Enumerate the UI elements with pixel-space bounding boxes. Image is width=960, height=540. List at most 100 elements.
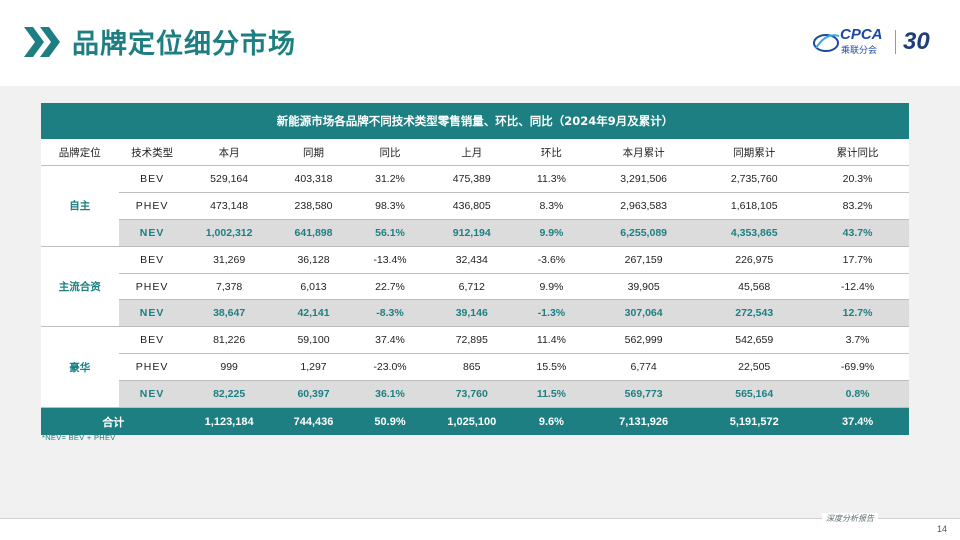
col-header: 品牌定位: [41, 139, 119, 166]
value-cell: 436,805: [425, 192, 518, 220]
col-header: 技术类型: [118, 139, 186, 166]
tech-type-cell: PHEV: [118, 353, 186, 382]
value-cell: 3.7%: [806, 326, 909, 355]
total-value-cell: 744,436: [272, 407, 355, 436]
value-cell: 1,618,105: [702, 192, 807, 220]
report-label: 深度分析报告: [822, 513, 878, 524]
total-value-cell: 5,191,572: [702, 407, 807, 436]
table-row: 豪华 BEV 81,226 59,100 37.4% 72,895 11.4% 562,999…: [41, 326, 909, 409]
value-cell: 2,963,583: [584, 192, 703, 220]
value-cell: 31,269: [185, 246, 273, 274]
tech-type-cell: PHEV: [118, 192, 186, 220]
value-cell: 45,568: [702, 273, 807, 301]
value-cell: 9.9%: [517, 273, 585, 301]
value-cell: 307,064: [584, 299, 703, 328]
logo-brand: CPCA: [840, 26, 883, 43]
total-value-cell: 9.6%: [517, 407, 585, 436]
value-cell: 39,146: [425, 299, 518, 328]
value-cell: 226,975: [702, 246, 807, 274]
table-row: NEV 82,225 60,397 36.1% 73,760 11.5% 569,773 56…: [41, 380, 909, 409]
value-cell: -8.3%: [354, 299, 426, 328]
value-cell: 12.7%: [806, 299, 909, 328]
col-header: 同期累计: [702, 139, 807, 166]
value-cell: -12.4%: [806, 273, 909, 301]
total-value-cell: 37.4%: [806, 407, 909, 436]
value-cell: 6,774: [584, 353, 703, 382]
tech-type-cell: NEV: [118, 299, 186, 328]
value-cell: -3.6%: [517, 246, 585, 274]
value-cell: 39,905: [584, 273, 703, 301]
value-cell: 999: [185, 353, 273, 382]
slide-header: 品牌定位细分市场 CPCA 乘联分会 30: [0, 0, 960, 86]
table-row: NEV 1,002,312 641,898 56.1% 912,194 9.9% 6,255…: [41, 219, 909, 247]
tech-type-cell: NEV: [118, 380, 186, 409]
page-number: 14: [937, 524, 948, 534]
tech-type-cell: BEV: [118, 246, 186, 274]
total-value-cell: 1,123,184: [185, 407, 273, 436]
value-cell: 4,353,865: [702, 219, 807, 247]
value-cell: 31.2%: [354, 165, 426, 193]
value-cell: 22.7%: [354, 273, 426, 301]
value-cell: 11.3%: [517, 165, 585, 193]
value-cell: 15.5%: [517, 353, 585, 382]
total-value-cell: 7,131,926: [584, 407, 703, 436]
value-cell: 72,895: [425, 326, 518, 355]
value-cell: 11.5%: [517, 380, 585, 409]
table-row: NEV 38,647 42,141 -8.3% 39,146 -1.3% 307,064 27…: [41, 299, 909, 328]
value-cell: 267,159: [584, 246, 703, 274]
content-area: 新能源市场各品牌不同技术类型零售销量、环比、同比（2024年9月及累计） 品牌定…: [0, 86, 960, 518]
value-cell: 3,291,506: [584, 165, 703, 193]
total-value-cell: 50.9%: [354, 407, 426, 436]
value-cell: 473,148: [185, 192, 273, 220]
value-cell: 38,647: [185, 299, 273, 328]
value-cell: 73,760: [425, 380, 518, 409]
table-caption-row: 新能源市场各品牌不同技术类型零售销量、环比、同比（2024年9月及累计）: [41, 103, 909, 139]
value-cell: 1,002,312: [185, 219, 273, 247]
value-cell: 81,226: [185, 326, 273, 355]
value-cell: 6,255,089: [584, 219, 703, 247]
table-header-row: 品牌定位 技术类型 本月 同期 同比 上月 环比 本月累计 同期累计 累计同比: [41, 139, 909, 166]
total-label: 合计: [41, 407, 186, 436]
value-cell: 36.1%: [354, 380, 426, 409]
tech-type-cell: PHEV: [118, 273, 186, 301]
table-row: PHEV 7,378 6,013 22.7% 6,712 9.9% 39,905 45,568…: [41, 273, 909, 301]
value-cell: 8.3%: [517, 192, 585, 220]
tech-type-cell: BEV: [118, 165, 186, 193]
col-header: 本月累计: [584, 139, 703, 166]
value-cell: 272,543: [702, 299, 807, 328]
value-cell: -69.9%: [806, 353, 909, 382]
value-cell: 6,712: [425, 273, 518, 301]
value-cell: 56.1%: [354, 219, 426, 247]
value-cell: -23.0%: [354, 353, 426, 382]
value-cell: 20.3%: [806, 165, 909, 193]
col-header: 环比: [517, 139, 585, 166]
bottom-divider: [0, 518, 960, 519]
total-value-cell: 1,025,100: [425, 407, 518, 436]
value-cell: 569,773: [584, 380, 703, 409]
value-cell: 641,898: [272, 219, 355, 247]
value-cell: 475,389: [425, 165, 518, 193]
value-cell: 17.7%: [806, 246, 909, 274]
value-cell: 912,194: [425, 219, 518, 247]
value-cell: 865: [425, 353, 518, 382]
value-cell: 2,735,760: [702, 165, 807, 193]
tech-type-cell: NEV: [118, 219, 186, 247]
value-cell: 98.3%: [354, 192, 426, 220]
value-cell: 36,128: [272, 246, 355, 274]
value-cell: 529,164: [185, 165, 273, 193]
value-cell: 6,013: [272, 273, 355, 301]
table-caption: 新能源市场各品牌不同技术类型零售销量、环比、同比（2024年9月及累计）: [41, 103, 909, 139]
col-header: 上月: [425, 139, 518, 166]
sales-table: 新能源市场各品牌不同技术类型零售销量、环比、同比（2024年9月及累计） 品牌定…: [41, 103, 909, 436]
value-cell: 83.2%: [806, 192, 909, 220]
value-cell: 238,580: [272, 192, 355, 220]
value-cell: 59,100: [272, 326, 355, 355]
value-cell: 9.9%: [517, 219, 585, 247]
brand-position-cell: 自主: [41, 165, 119, 247]
anniversary-mark: 30: [903, 28, 930, 55]
logo-sub: 乘联分会: [841, 45, 878, 55]
col-header: 累计同比: [806, 139, 909, 166]
value-cell: 32,434: [425, 246, 518, 274]
brand-position-cell: 主流合资: [41, 246, 119, 328]
value-cell: 60,397: [272, 380, 355, 409]
